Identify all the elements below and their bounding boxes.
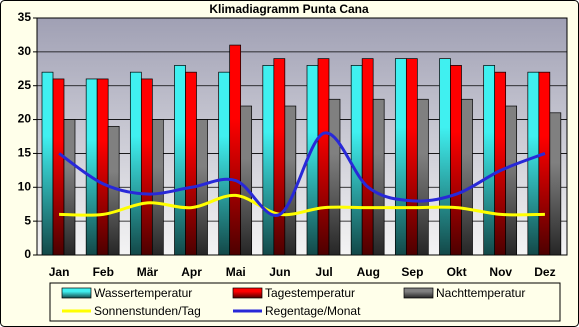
line	[59, 193, 545, 217]
bar	[505, 105, 518, 256]
bar	[52, 78, 65, 256]
legend-label: Tagestemperatur	[265, 286, 355, 300]
bar	[41, 71, 54, 256]
bar	[527, 71, 540, 256]
bar	[63, 119, 76, 256]
bar	[85, 78, 98, 256]
bar	[96, 78, 109, 256]
legend-label: Regentage/Monat	[265, 304, 361, 318]
x-tick-label: Jul	[315, 265, 332, 279]
bar	[240, 105, 253, 256]
bar	[483, 65, 496, 256]
x-tick-label: Feb	[93, 265, 114, 279]
bar	[549, 112, 562, 256]
bar	[151, 119, 164, 256]
x-tick-label: Nov	[489, 265, 512, 279]
legend-label: Sonnenstunden/Tag	[94, 304, 201, 318]
bar	[538, 71, 551, 256]
x-tick-label: Apr	[181, 265, 202, 279]
y-tick-label: 20	[18, 112, 32, 126]
bar	[262, 65, 275, 256]
bar	[306, 65, 319, 256]
bar	[350, 65, 363, 256]
legend-label: Nachttemperatur	[436, 286, 525, 300]
y-tick-label: 0	[24, 247, 31, 261]
legend-swatch	[403, 287, 434, 299]
x-tick-label: Sep	[401, 265, 423, 279]
bar	[405, 58, 418, 256]
legend-box	[49, 282, 561, 322]
x-tick-label: Mai	[226, 265, 246, 279]
x-tick-label: Mär	[137, 265, 159, 279]
bar	[328, 98, 341, 256]
y-tick-label: 5	[24, 213, 31, 227]
bar	[450, 65, 462, 256]
y-tick-label: 15	[18, 146, 32, 160]
x-tick-label: Okt	[447, 265, 467, 279]
bar	[174, 65, 186, 256]
bar	[129, 71, 142, 256]
y-tick-label: 10	[18, 179, 32, 193]
y-tick-label: 35	[18, 10, 32, 24]
bar	[140, 78, 153, 256]
legend-swatch	[61, 287, 92, 299]
x-tick-label: Jan	[49, 265, 70, 279]
bar	[372, 98, 385, 256]
bar	[416, 98, 429, 256]
line	[58, 131, 546, 217]
y-tick-label: 30	[18, 44, 32, 58]
bar	[394, 58, 407, 256]
bar	[273, 58, 286, 256]
bar	[361, 58, 374, 256]
bar	[185, 71, 197, 256]
legend-label: Wassertemperatur	[94, 286, 192, 300]
chart-title: Klimadiagramm Punta Cana	[209, 2, 369, 16]
bar	[218, 71, 231, 256]
bar	[229, 44, 242, 256]
bar	[494, 71, 507, 256]
x-tick-label: Aug	[357, 265, 380, 279]
bar	[284, 105, 297, 256]
legend-swatch	[232, 287, 263, 299]
y-tick-label: 25	[18, 78, 32, 92]
plot-area	[36, 17, 568, 256]
bar	[439, 58, 451, 256]
x-tick-label: Dez	[534, 265, 555, 279]
bar	[317, 58, 330, 256]
bar	[461, 98, 473, 256]
x-tick-label: Jun	[269, 265, 290, 279]
